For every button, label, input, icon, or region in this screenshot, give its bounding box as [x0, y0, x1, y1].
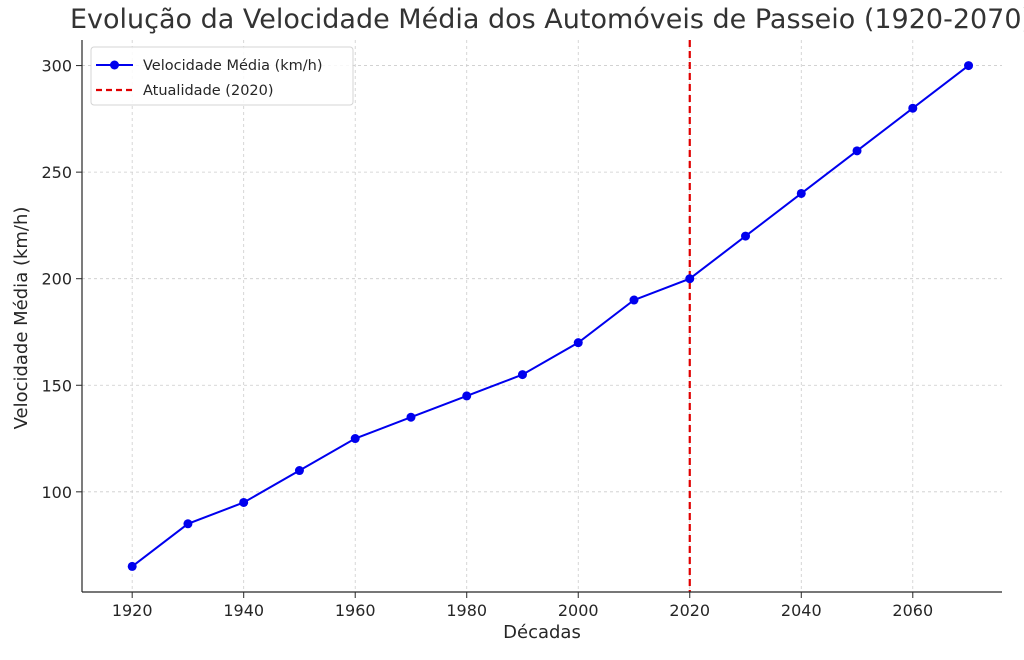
data-point — [796, 188, 806, 198]
data-point — [127, 561, 137, 571]
data-point — [350, 434, 360, 444]
data-point — [183, 519, 193, 529]
y-tick-label: 200 — [41, 270, 72, 289]
series-line — [131, 64, 970, 568]
legend-box — [90, 46, 354, 106]
legend-marker-icon — [110, 60, 119, 70]
x-axis-label: Décadas — [503, 622, 581, 643]
data-point — [685, 274, 695, 284]
data-point — [517, 370, 527, 380]
x-tick-label: 2040 — [781, 601, 822, 620]
data-point — [908, 103, 918, 113]
x-tick-label: 2000 — [558, 601, 599, 620]
x-tick-label: 1920 — [112, 601, 153, 620]
series-group — [127, 61, 974, 571]
data-point — [239, 497, 249, 507]
axes — [76, 40, 1002, 598]
data-point — [294, 466, 304, 476]
x-tick-label: 2020 — [669, 601, 710, 620]
x-tick-label: 1960 — [335, 601, 376, 620]
y-tick-label: 300 — [41, 57, 72, 76]
x-tick-label: 2060 — [892, 601, 933, 620]
x-tick-label: 1940 — [223, 601, 264, 620]
data-point — [741, 231, 751, 241]
data-point — [852, 146, 862, 156]
data-point — [964, 61, 974, 71]
data-point — [573, 338, 583, 348]
y-axis-label: Velocidade Média (km/h) — [11, 207, 32, 430]
grid — [82, 40, 1002, 592]
y-tick-label: 100 — [41, 483, 72, 502]
legend-label: Velocidade Média (km/h) — [143, 58, 323, 74]
y-tick-label: 250 — [41, 163, 72, 182]
data-point — [629, 295, 639, 305]
tick-labels: 1920 1940 1960 1980 2000 2020 2040 2060 100 150 20… — [41, 57, 933, 620]
legend-label: Atualidade (2020) — [143, 83, 274, 99]
data-point — [462, 391, 472, 401]
data-point — [406, 412, 416, 422]
y-tick-label: 150 — [41, 376, 72, 395]
chart-title: Evolução da Velocidade Média dos Automóv… — [70, 4, 1024, 35]
x-tick-label: 1980 — [446, 601, 487, 620]
legend: Velocidade Média (km/h) Atualidade (2020) — [90, 46, 354, 106]
